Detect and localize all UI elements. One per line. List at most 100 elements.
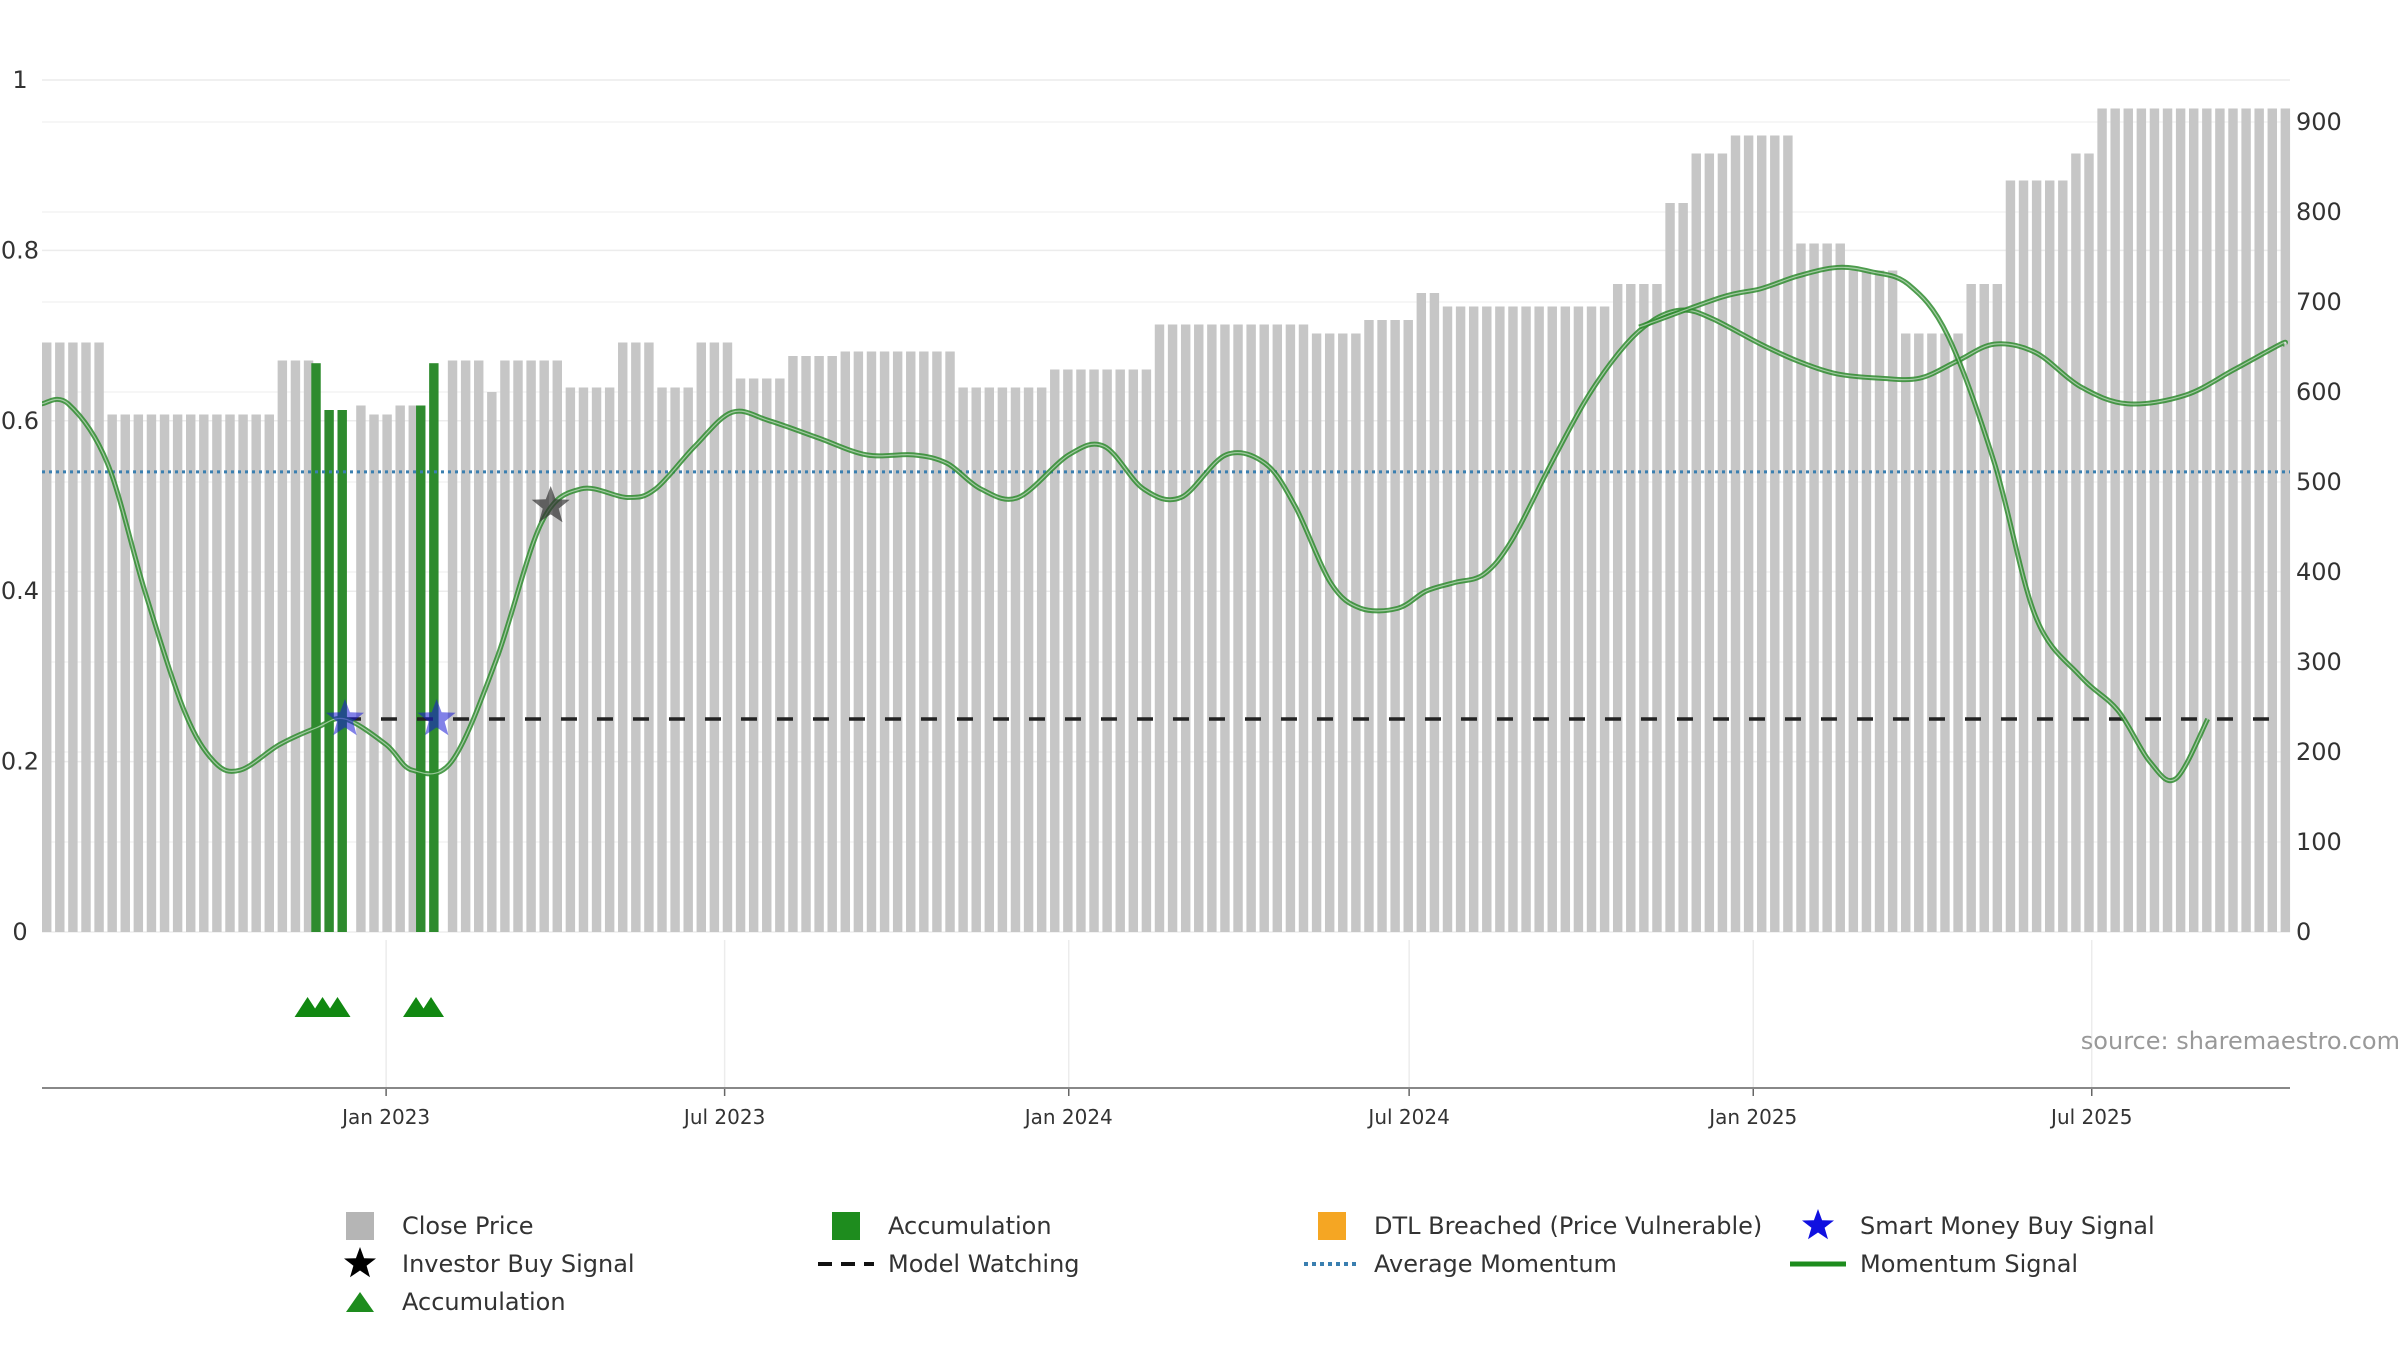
y-right-tick-label: 800 [2296,198,2342,226]
close-price-bar [2084,153,2094,932]
close-price-bar [277,360,288,932]
close-price-bar [997,387,1008,932]
investor-buy-signal [531,486,570,523]
close-price-bar [42,342,52,932]
x-tick-label: Jan 2024 [1023,1105,1113,1129]
close-price-bar [1063,369,1073,932]
close-price-bar [1560,306,1571,932]
close-price-bar [866,351,877,932]
close-price-bar [290,360,301,932]
close-price-bar [1547,306,1557,932]
close-price-bar [94,342,104,932]
close-price-bar [2189,108,2199,932]
close-price-bar [146,414,157,932]
close-price-bar [1416,293,1427,932]
close-price-bar [1914,333,1924,932]
close-price-bar [2254,108,2264,932]
close-price-bar [1861,270,1872,932]
close-price-bar [552,360,562,932]
smart-money-buy-signal [326,699,364,736]
close-price-bar [788,356,798,932]
legend-symbol-black-star [344,1247,376,1278]
y-right-tick-label: 100 [2296,828,2342,856]
close-price-bar [1194,324,1204,932]
close-price-bar [1848,270,1859,932]
close-price-bar [1966,284,1976,932]
close-price-bar [408,405,418,932]
close-price-bar [735,378,746,932]
legend-item-smart-money: Smart Money Buy Signal [1788,1208,2155,1244]
close-price-bar [2136,108,2147,932]
close-price-bar [369,414,379,932]
momentum-signal-highlight [41,309,2287,775]
close-price-bar [238,414,248,932]
y-right-tick-label: 600 [2296,378,2342,406]
close-price-bar [2162,108,2173,932]
legend: Close Price Accumulation DTL Breached (P… [330,1208,2230,1338]
close-price-bar [264,414,274,932]
close-price-bar [644,342,654,932]
legend-symbol-green-square [832,1212,860,1240]
line-layer [41,264,2290,784]
close-price-bar [945,351,955,932]
close-price-bar [604,387,615,932]
marker-layer [294,486,570,1017]
close-price-bar [1612,284,1623,932]
close-price-bar [2123,108,2133,932]
close-price-bar [487,392,497,932]
close-price-bar [958,387,968,932]
close-price-bar [853,351,864,932]
close-price-bar [906,351,916,932]
momentum-signal-highlight-late [1638,266,2209,782]
y-right-tick-label: 0 [2296,918,2311,946]
close-price-bar [212,414,222,932]
close-price-bar [2267,108,2277,932]
y-right-tick-label: 400 [2296,558,2342,586]
close-price-bar [172,414,183,932]
close-price-bar [1298,324,1309,932]
close-price-bar [1246,324,1256,932]
close-price-bar [1756,135,1767,932]
legend-item-accumulation-bar: Accumulation [816,1208,1052,1244]
close-price-bar [2280,108,2291,932]
source-label: source: sharemaestro.com [2081,1027,2400,1055]
close-price-bar [762,378,772,932]
legend-label-accumulation: Accumulation [888,1212,1052,1240]
close-price-bar [1023,387,1034,932]
legend-item-momentum: Momentum Signal [1788,1246,2078,1282]
close-price-bar [1167,324,1178,932]
close-price-bar [1272,324,1283,932]
close-price-bar [971,387,981,932]
y-right-tick-label: 300 [2296,648,2342,676]
close-price-bar [1927,333,1937,932]
legend-symbol-green-triangle [346,1292,374,1312]
bar-layer [42,108,2291,932]
close-price-bar [840,351,851,932]
close-price-bar [1455,306,1466,932]
close-price-bar [356,405,366,932]
close-price-bar [1141,369,1152,932]
close-price-bar [2005,180,2016,932]
close-price-bar [1351,333,1361,932]
close-price-bar [1887,270,1898,932]
legend-label-model-watching: Model Watching [888,1250,1080,1278]
close-price-bar [303,360,314,932]
close-price-bar [2241,108,2251,932]
close-price-bar [1468,306,1479,932]
close-price-bar [1010,387,1021,932]
close-price-bar [1259,324,1269,932]
y-right-tick-label: 200 [2296,738,2342,766]
close-price-bar [578,387,589,932]
legend-label-smart-money: Smart Money Buy Signal [1860,1212,2155,1240]
close-price-bar [500,360,510,932]
grid-layer [42,79,2290,1088]
close-price-bar [1704,153,1715,932]
close-price-bar [133,414,144,932]
legend-label-dtl-breached: DTL Breached (Price Vulnerable) [1374,1212,1763,1240]
close-price-bar [1770,135,1780,932]
close-price-bar [68,342,78,932]
close-price-bar [1992,284,2003,932]
legend-label-accumulation-marker: Accumulation [402,1288,566,1316]
close-price-bar [513,360,523,932]
close-price-bar [1089,369,1099,932]
